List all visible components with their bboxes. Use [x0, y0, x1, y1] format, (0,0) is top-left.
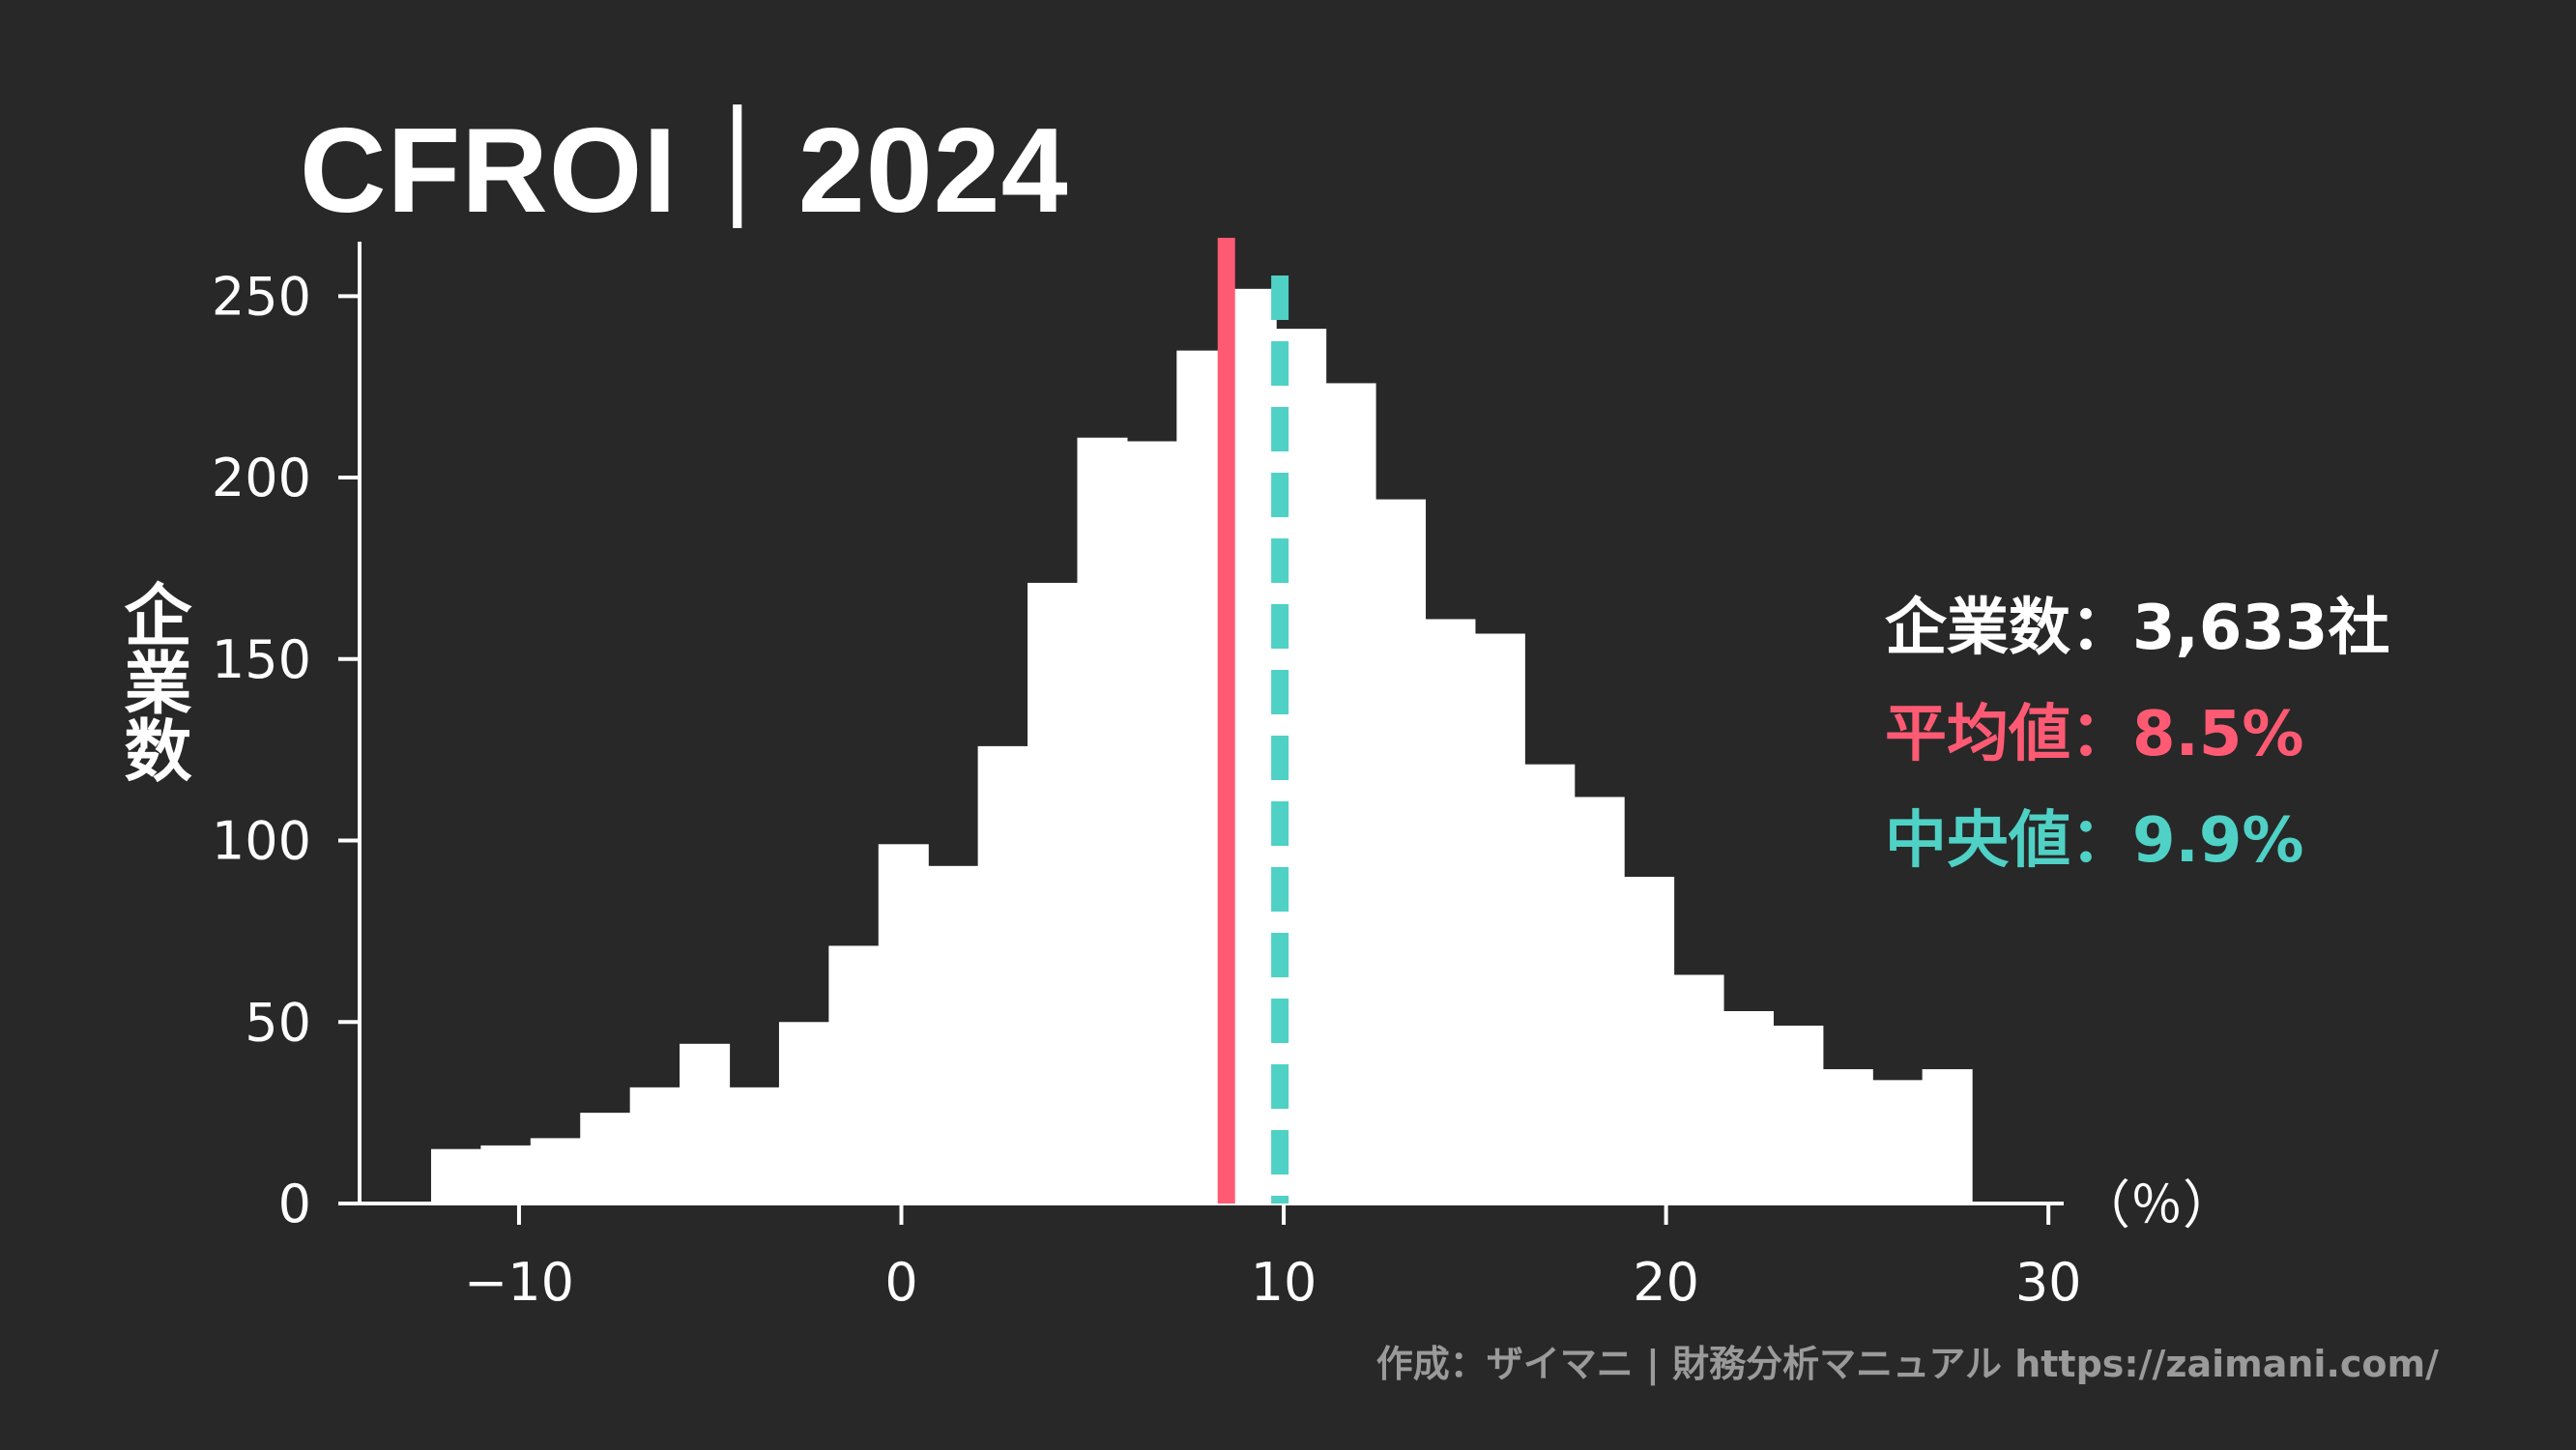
histogram-bar-10 — [928, 865, 979, 1204]
histogram-bar-27 — [1773, 1026, 1824, 1204]
y-tick-label-200: 200 — [212, 448, 311, 508]
stat-count-label: 企業数 — [1885, 593, 2070, 664]
histogram-bar-3 — [580, 1113, 631, 1204]
x-tick-label-4: 30 — [2015, 1252, 2082, 1313]
credit-text: 作成：ザイマニ | 財務分析マニュアル https://zaimani.com/ — [1375, 1343, 2439, 1385]
y-tick-label-150: 150 — [212, 629, 311, 690]
stat-count-separator: ： — [2070, 593, 2132, 664]
histogram-bar-21 — [1474, 633, 1525, 1204]
bars-layer — [430, 288, 1973, 1204]
stat-mean-label: 平均値 — [1885, 699, 2070, 770]
histogram-bar-29 — [1872, 1080, 1924, 1204]
stat-median-separator: ： — [2070, 805, 2132, 877]
histogram-bar-9 — [878, 844, 929, 1204]
histogram-bar-14 — [1126, 441, 1177, 1204]
histogram-bar-11 — [977, 745, 1028, 1204]
histogram-bar-1 — [480, 1145, 532, 1204]
histogram-bar-0 — [430, 1148, 481, 1204]
stat-median-label: 中央値 — [1885, 805, 2070, 877]
histogram-bar-7 — [778, 1022, 829, 1204]
histogram-bar-26 — [1722, 1011, 1774, 1204]
x-axis-unit-label: （％） — [2078, 1174, 2235, 1235]
y-tick-label-250: 250 — [212, 266, 311, 327]
x-tick-label-0: −10 — [464, 1252, 574, 1313]
histogram-bar-20 — [1425, 619, 1476, 1204]
histogram-bar-22 — [1524, 764, 1576, 1204]
y-tick-label-0: 0 — [278, 1174, 311, 1234]
stat-mean-value: 8.5% — [2132, 699, 2304, 770]
y-axis-label: 企業数 — [113, 580, 192, 783]
x-tick-label-2: 10 — [1251, 1252, 1317, 1313]
stat-median: 中央値：9.9% — [1885, 788, 2389, 894]
y-tick-label-100: 100 — [212, 811, 311, 872]
histogram-bar-5 — [680, 1043, 731, 1204]
stat-count-value: 3,633社 — [2132, 593, 2390, 664]
stats-panel: 企業数：3,633社 平均値：8.5% 中央値：9.9% — [1885, 575, 2389, 894]
histogram-bar-4 — [629, 1087, 680, 1204]
histogram-bar-12 — [1028, 582, 1079, 1204]
histogram-bar-18 — [1325, 383, 1376, 1204]
x-tick-label-1: 0 — [884, 1252, 917, 1313]
histogram-bar-8 — [828, 945, 880, 1204]
histogram-bar-28 — [1822, 1069, 1873, 1204]
histogram-bar-30 — [1922, 1069, 1973, 1204]
reference-lines-layer — [1217, 238, 1289, 1204]
histogram-bar-13 — [1077, 437, 1128, 1204]
histogram-bar-19 — [1375, 499, 1427, 1204]
stat-median-value: 9.9% — [2132, 805, 2304, 877]
histogram-bar-25 — [1673, 974, 1724, 1204]
x-tick-label-3: 20 — [1633, 1252, 1699, 1313]
stat-count: 企業数：3,633社 — [1885, 575, 2389, 682]
stat-mean-separator: ： — [2070, 699, 2132, 770]
stat-mean: 平均値：8.5% — [1885, 682, 2389, 788]
chart-title: CFROI｜2024 — [300, 104, 1069, 238]
histogram-bar-6 — [729, 1087, 780, 1204]
histogram-bar-23 — [1574, 797, 1625, 1204]
histogram-bar-2 — [530, 1138, 581, 1204]
axes-layer: 0 50 100 150 200 250 −10 0 10 20 30 （％） — [212, 242, 2235, 1313]
histogram-bar-24 — [1624, 877, 1675, 1204]
y-tick-label-50: 50 — [245, 992, 311, 1053]
